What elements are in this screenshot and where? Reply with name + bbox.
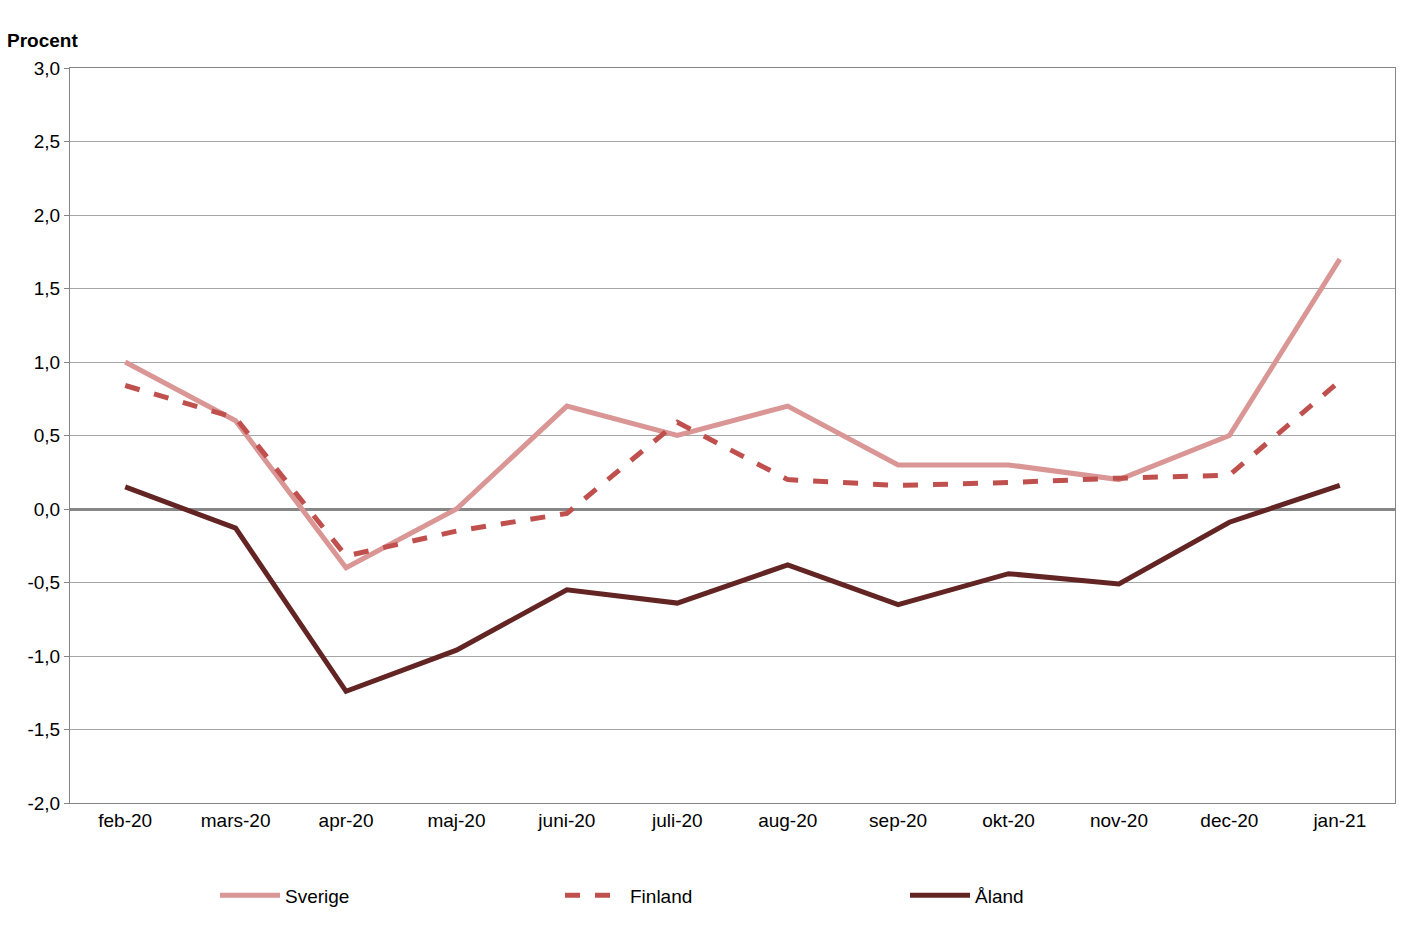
svg-text:1,5: 1,5 xyxy=(34,278,60,299)
svg-text:2,5: 2,5 xyxy=(34,131,60,152)
svg-text:-1,0: -1,0 xyxy=(27,646,60,667)
svg-text:aug-20: aug-20 xyxy=(758,810,817,831)
svg-text:sep-20: sep-20 xyxy=(869,810,927,831)
svg-text:juni-20: juni-20 xyxy=(537,810,595,831)
svg-text:Procent: Procent xyxy=(7,30,78,51)
svg-text:nov-20: nov-20 xyxy=(1090,810,1148,831)
svg-text:Åland: Åland xyxy=(975,886,1024,907)
svg-text:0,5: 0,5 xyxy=(34,425,60,446)
svg-text:Finland: Finland xyxy=(630,886,692,907)
svg-text:dec-20: dec-20 xyxy=(1200,810,1258,831)
svg-text:juli-20: juli-20 xyxy=(651,810,703,831)
svg-text:0,0: 0,0 xyxy=(34,499,60,520)
svg-text:-0,5: -0,5 xyxy=(27,572,60,593)
svg-text:jan-21: jan-21 xyxy=(1312,810,1366,831)
svg-text:feb-20: feb-20 xyxy=(98,810,152,831)
svg-text:apr-20: apr-20 xyxy=(319,810,374,831)
svg-text:okt-20: okt-20 xyxy=(982,810,1035,831)
svg-text:maj-20: maj-20 xyxy=(427,810,485,831)
svg-text:1,0: 1,0 xyxy=(34,352,60,373)
svg-text:-1,5: -1,5 xyxy=(27,719,60,740)
svg-text:Sverige: Sverige xyxy=(285,886,349,907)
svg-text:3,0: 3,0 xyxy=(34,58,60,79)
svg-text:mars-20: mars-20 xyxy=(201,810,271,831)
svg-text:-2,0: -2,0 xyxy=(27,793,60,814)
svg-text:2,0: 2,0 xyxy=(34,205,60,226)
